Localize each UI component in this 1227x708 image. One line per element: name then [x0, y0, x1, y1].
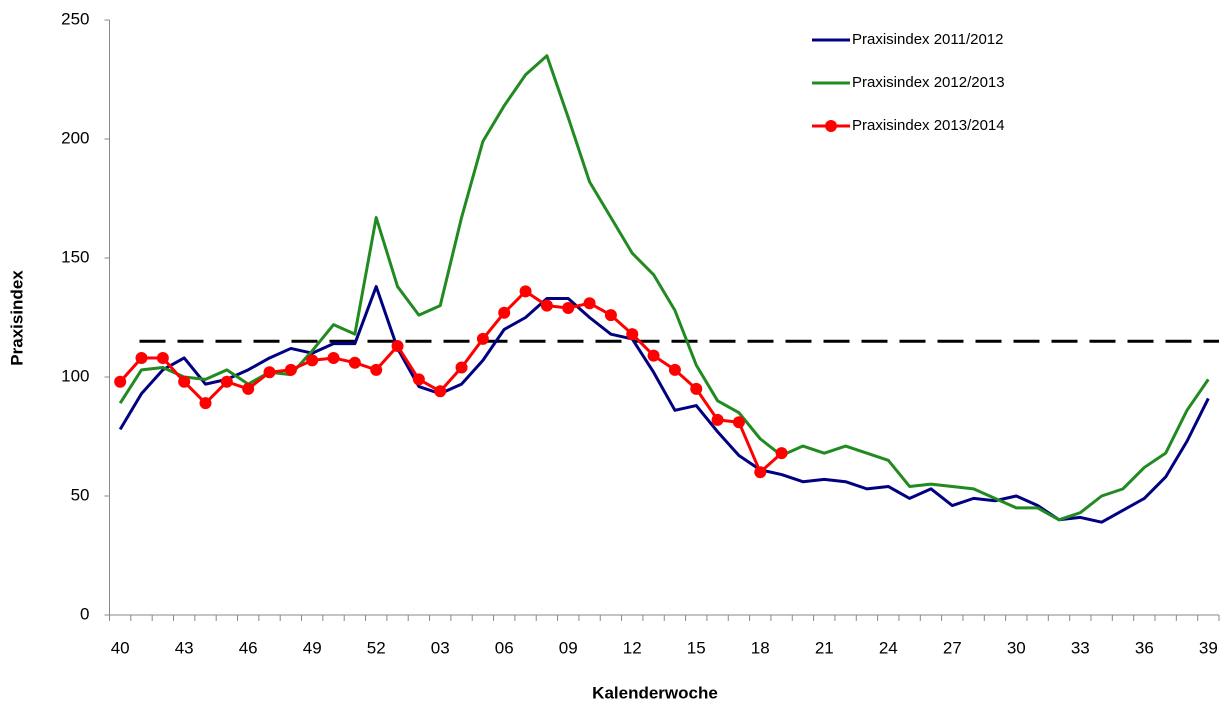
x-tick-label: 36 — [1135, 638, 1154, 657]
x-tick-label: 03 — [431, 638, 450, 657]
y-tick-label: 250 — [61, 9, 89, 28]
data-point — [284, 363, 297, 376]
data-point — [540, 299, 553, 312]
y-tick-label: 50 — [71, 485, 90, 504]
data-point — [263, 366, 276, 379]
data-point — [220, 375, 233, 388]
data-point — [668, 363, 681, 376]
data-point — [754, 466, 767, 479]
x-tick-label: 12 — [623, 638, 642, 657]
x-tick-label: 40 — [111, 638, 130, 657]
x-tick-label: 15 — [687, 638, 706, 657]
data-point — [732, 416, 745, 429]
x-tick-label: 49 — [303, 638, 322, 657]
data-point — [647, 349, 660, 362]
x-tick-label: 27 — [943, 638, 962, 657]
data-point — [583, 297, 596, 310]
data-point — [434, 385, 447, 398]
data-point — [156, 351, 169, 364]
x-tick-label: 06 — [495, 638, 514, 657]
legend-label: Praxisindex 2011/2012 — [852, 31, 1004, 48]
data-point — [455, 361, 468, 374]
y-tick-label: 200 — [61, 128, 89, 147]
data-point — [519, 285, 532, 298]
data-point — [604, 309, 617, 322]
x-tick-label: 43 — [175, 638, 194, 657]
data-point — [327, 351, 340, 364]
x-tick-label: 24 — [879, 638, 898, 657]
y-axis-label: Praxisindex — [7, 270, 26, 366]
data-point — [178, 375, 191, 388]
data-point — [690, 382, 703, 395]
data-point — [412, 373, 425, 386]
series-line — [118, 54, 1210, 522]
data-point — [476, 332, 489, 345]
legend-label: Praxisindex 2012/2013 — [852, 74, 1005, 91]
data-point — [775, 447, 788, 460]
x-tick-label: 18 — [751, 638, 770, 657]
x-tick-label: 52 — [367, 638, 386, 657]
x-tick-label: 46 — [239, 638, 258, 657]
y-tick-label: 150 — [61, 247, 89, 266]
data-point — [711, 413, 724, 426]
data-point — [370, 363, 383, 376]
data-point — [199, 397, 212, 410]
data-point — [114, 375, 127, 388]
y-tick-label: 0 — [80, 604, 89, 623]
data-point — [391, 340, 404, 353]
x-tick-label: 39 — [1199, 638, 1218, 657]
y-tick-label: 100 — [61, 366, 89, 385]
legend-label: Praxisindex 2013/2014 — [852, 117, 1005, 134]
data-point — [242, 382, 255, 395]
x-axis-label: Kalenderwoche — [592, 683, 718, 702]
data-point — [626, 328, 639, 341]
data-point — [562, 301, 575, 314]
x-tick-label: 09 — [559, 638, 578, 657]
data-point — [348, 356, 361, 369]
data-point — [498, 306, 511, 319]
data-point — [135, 351, 148, 364]
legend-marker — [825, 120, 837, 132]
series-line — [118, 285, 1210, 524]
x-tick-label: 33 — [1071, 638, 1090, 657]
x-tick-label: 30 — [1007, 638, 1026, 657]
x-tick-label: 21 — [815, 638, 834, 657]
data-point — [306, 354, 319, 367]
